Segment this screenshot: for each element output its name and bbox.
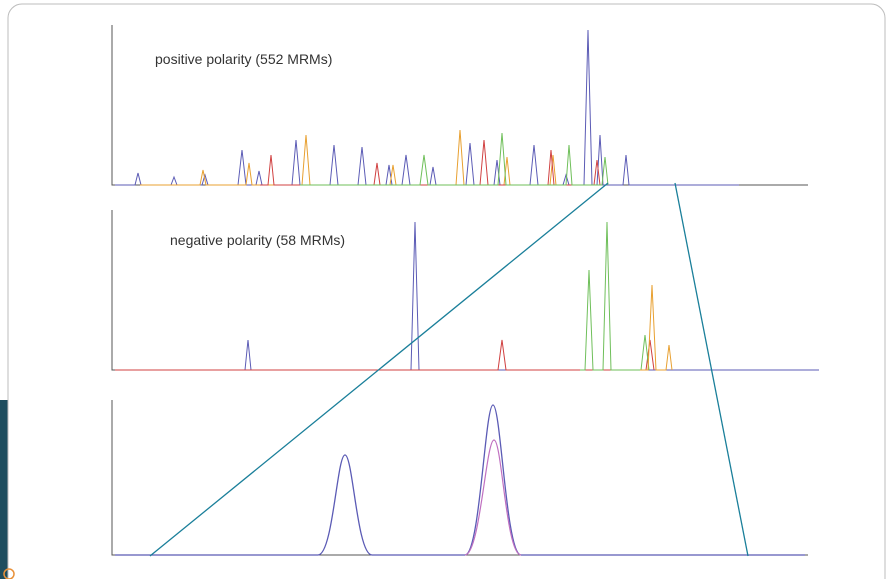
trace bbox=[300, 132, 609, 186]
panel-zoom bbox=[111, 400, 808, 556]
panel-label: negative polarity (58 MRMs) bbox=[170, 232, 345, 248]
trace bbox=[140, 129, 557, 186]
corner-dot bbox=[3, 568, 15, 579]
zoom-line bbox=[149, 182, 609, 557]
frame bbox=[7, 3, 886, 579]
panel-positive: positive polarity (552 MRMs) bbox=[111, 25, 808, 186]
panel-negative: negative polarity (58 MRMs) bbox=[111, 210, 819, 371]
zoom-line bbox=[674, 182, 749, 557]
trace bbox=[640, 284, 673, 371]
trace bbox=[580, 221, 650, 371]
panel-label: positive polarity (552 MRMs) bbox=[155, 51, 332, 67]
trace bbox=[464, 439, 522, 556]
trace bbox=[115, 339, 655, 371]
